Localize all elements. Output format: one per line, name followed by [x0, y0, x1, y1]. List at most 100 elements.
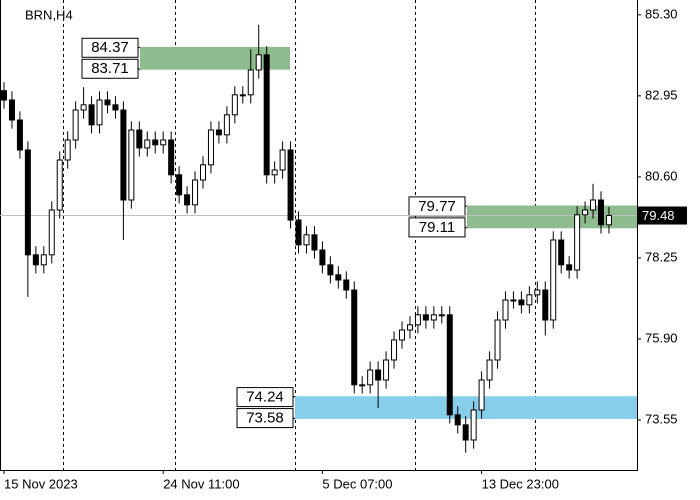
candle-body — [478, 379, 485, 411]
candle-body — [470, 409, 477, 441]
candle-body — [263, 54, 270, 176]
candle-body — [200, 164, 206, 181]
price-zone — [467, 205, 637, 229]
y-tick-label: 80.60 — [645, 168, 678, 183]
candle-body — [367, 369, 374, 386]
candle-body — [136, 129, 143, 149]
y-tick-label: 78.25 — [645, 249, 678, 264]
candle-body — [215, 129, 222, 136]
candle-body — [526, 294, 533, 306]
candle-body — [335, 274, 342, 281]
zone-high-label: 84.37 — [91, 39, 129, 56]
candle-body — [566, 264, 573, 271]
candle-body — [176, 174, 183, 196]
candle-body — [279, 149, 286, 171]
candle-body — [271, 169, 278, 176]
candle-body — [414, 314, 421, 326]
candle-body — [96, 99, 103, 126]
candle-body — [56, 159, 63, 211]
candle-body — [558, 239, 565, 266]
candle-body — [152, 139, 159, 146]
candle-body — [446, 314, 453, 416]
candle-body — [375, 369, 382, 381]
candle-body — [223, 114, 230, 136]
candle-body — [383, 359, 390, 381]
candle-body — [422, 314, 429, 321]
y-tick-label: 75.90 — [645, 330, 678, 345]
y-tick-label: 85.30 — [645, 6, 678, 21]
candle-body — [406, 324, 413, 331]
x-tick-label: 5 Dec 07:00 — [322, 476, 392, 491]
candle-body — [239, 94, 246, 97]
candle-body — [104, 99, 111, 106]
zone-connector — [137, 67, 141, 71]
candle-body — [391, 339, 398, 361]
candle-body — [494, 319, 501, 361]
zone-connector — [292, 417, 296, 420]
candle-body — [438, 314, 445, 317]
candle-body — [454, 414, 461, 426]
candle-body — [582, 209, 589, 216]
candle-body — [550, 239, 557, 321]
zone-connector — [464, 205, 468, 208]
candle-body — [542, 289, 549, 321]
candle-body — [16, 119, 23, 151]
candle-body — [64, 139, 71, 161]
candle-body — [144, 139, 151, 149]
candle-body — [192, 179, 199, 206]
candle-body — [184, 194, 191, 206]
candle-body — [24, 149, 31, 256]
candle-body — [502, 299, 509, 321]
candle-body — [510, 299, 517, 302]
candle-body — [168, 139, 175, 176]
x-tick-label: 15 Nov 2023 — [4, 476, 78, 491]
candle-body — [112, 104, 119, 111]
candle-body — [319, 249, 326, 266]
x-tick-label: 24 Nov 11:00 — [163, 476, 239, 491]
candle-body — [574, 214, 581, 271]
price-zone — [140, 46, 290, 70]
chart-title: BRN,H4 — [25, 7, 73, 22]
current-price-label: 79.48 — [642, 208, 675, 223]
zone-connector — [292, 395, 296, 398]
zone-high-label: 79.77 — [418, 198, 456, 215]
candle-body — [311, 234, 318, 251]
zone-low-label: 79.11 — [419, 219, 455, 236]
candle-body — [486, 359, 493, 381]
candle-body — [598, 199, 604, 226]
y-tick-label: 73.55 — [645, 411, 678, 426]
candle-body — [8, 99, 15, 121]
candle-body — [303, 234, 310, 246]
current-price-box — [637, 206, 687, 225]
candle-body — [80, 104, 87, 111]
candle-body — [48, 209, 55, 256]
candle-body — [1, 90, 7, 101]
candle-body — [40, 254, 47, 266]
candle-body — [255, 54, 262, 71]
candle-body — [72, 109, 79, 141]
candle-body — [295, 219, 302, 246]
candle-body — [287, 149, 294, 221]
candle-body — [327, 264, 334, 276]
y-tick-label: 82.95 — [645, 87, 678, 102]
candle-body — [359, 384, 366, 387]
candle-body — [160, 139, 167, 146]
candle-body — [32, 254, 39, 266]
zone-connector — [464, 226, 468, 229]
candle-body — [343, 279, 350, 291]
candle-body — [88, 104, 95, 126]
candle-body — [120, 109, 127, 201]
zone-low-label: 73.58 — [246, 410, 284, 427]
candle-body — [430, 314, 437, 321]
candle-body — [399, 329, 405, 341]
candle-body — [605, 215, 612, 226]
zone-low-label: 83.71 — [91, 60, 129, 77]
candle-body — [462, 424, 469, 441]
candle-body — [247, 69, 254, 96]
zone-high-label: 74.24 — [246, 389, 284, 406]
candle-body — [518, 299, 525, 306]
candle-body — [231, 94, 238, 116]
x-tick-label: 13 Dec 23:00 — [482, 476, 559, 491]
